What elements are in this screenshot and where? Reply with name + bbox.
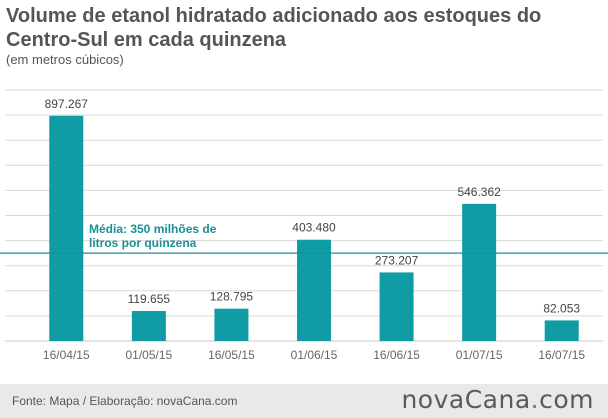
bar-value-label: 897.267 (45, 97, 89, 111)
x-tick-label: 01/06/15 (291, 348, 338, 362)
novacana-logo: novaCana.com (401, 385, 594, 414)
x-tick-label: 01/07/15 (456, 348, 503, 362)
logo-tld: com (539, 385, 594, 414)
bar-16-04-15 (49, 115, 84, 341)
bar-16-05-15 (214, 308, 249, 341)
bar-16-06-15 (379, 272, 414, 341)
bar-01-07-15 (462, 203, 497, 341)
footer-bar: Fonte: Mapa / Elaboração: novaCana.com n… (0, 384, 608, 418)
bars (49, 115, 579, 341)
x-tick-label: 16/07/15 (538, 348, 585, 362)
bar-value-label: 403.480 (292, 221, 336, 235)
average-label-line1: Média: 350 milhões de (89, 222, 217, 236)
bar-value-label: 128.795 (210, 290, 254, 304)
bar-value-label: 119.655 (128, 292, 171, 306)
logo-main: novaCana (401, 385, 531, 414)
bar-01-05-15 (131, 310, 166, 341)
bar-01-06-15 (297, 239, 331, 341)
average-label-line2: litros por quinzena (89, 236, 197, 250)
bar-16-07-15 (544, 320, 579, 341)
x-tick-label: 01/05/15 (125, 348, 172, 362)
value-labels: 897.267 119.655 128.795 403.480 273.207 546.3… (45, 97, 581, 316)
x-tick-label: 16/04/15 (43, 348, 90, 362)
bar-value-label: 546.362 (457, 185, 501, 199)
x-tick-label: 16/05/15 (208, 348, 255, 362)
chart-title: Volume de etanol hidratado adicionado ao… (6, 5, 542, 51)
bar-value-label: 82.053 (543, 301, 580, 315)
x-tick-label: 16/06/15 (373, 348, 420, 362)
bar-value-label: 273.207 (375, 253, 419, 267)
x-axis-ticks: 16/04/15 01/05/15 16/05/15 01/06/15 16/06/15… (43, 348, 585, 362)
chart-subtitle: (em metros cúbicos) (6, 52, 124, 67)
source-note: Fonte: Mapa / Elaboração: novaCana.com (12, 394, 238, 408)
logo-dot: . (530, 385, 540, 414)
